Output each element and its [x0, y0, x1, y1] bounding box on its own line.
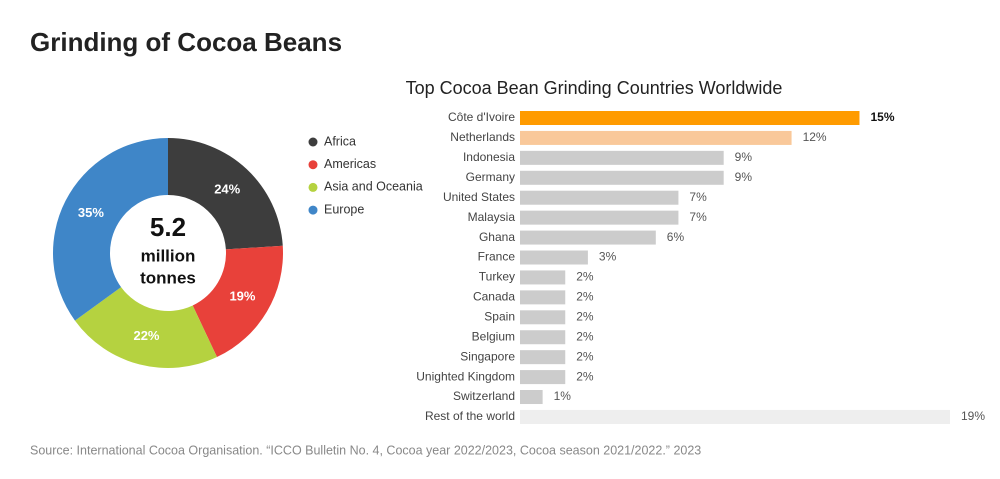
value-label: 2% — [576, 270, 594, 284]
value-label: 7% — [689, 210, 707, 224]
value-label: 15% — [870, 110, 894, 124]
y-tick-label: Germany — [466, 170, 515, 184]
y-tick-label: Belgium — [472, 329, 515, 343]
slice-label: 35% — [78, 205, 104, 220]
y-tick-label: Rest of the world — [425, 409, 515, 423]
value-label: 1% — [554, 389, 572, 403]
bar — [520, 210, 679, 225]
legend-swatch — [308, 182, 318, 192]
legend-swatch — [308, 160, 318, 170]
y-tick-label: Unighted Kingdom — [416, 369, 515, 383]
value-label: 12% — [803, 130, 827, 144]
bar — [520, 111, 860, 125]
value-label: 2% — [576, 309, 594, 323]
value-label: 9% — [735, 170, 753, 184]
bar — [520, 150, 724, 165]
source-note: Source: International Cocoa Organisation… — [30, 443, 701, 457]
bar — [520, 370, 566, 385]
center-value: 5.2 — [150, 212, 186, 242]
bar — [520, 250, 588, 265]
bar — [520, 270, 566, 285]
slice-label: 19% — [229, 288, 255, 303]
slice-label: 24% — [214, 181, 240, 196]
legend-label: Asia and Oceania — [324, 180, 423, 194]
legend-label: Africa — [324, 134, 356, 148]
y-tick-label: Spain — [484, 309, 515, 323]
bar — [520, 130, 792, 145]
pie-slice — [52, 138, 168, 321]
value-label: 2% — [576, 369, 594, 383]
bar-title: Top Cocoa Bean Grinding Countries Worldw… — [406, 78, 783, 98]
value-label: 6% — [667, 230, 685, 244]
value-label: 19% — [961, 409, 985, 423]
bar — [520, 290, 566, 305]
bar — [520, 409, 950, 424]
value-label: 3% — [599, 250, 617, 264]
y-tick-label: Turkey — [479, 270, 515, 284]
value-label: 7% — [689, 190, 707, 204]
y-tick-label: Netherlands — [450, 130, 515, 144]
y-tick-label: Côte d'Ivoire — [448, 110, 515, 124]
bar — [520, 350, 566, 365]
legend-swatch — [308, 205, 318, 215]
bar — [520, 230, 656, 245]
bar — [520, 310, 566, 325]
value-label: 2% — [576, 349, 594, 363]
center-unit: million — [141, 246, 196, 265]
pie-slice — [192, 245, 283, 358]
value-label: 9% — [735, 150, 753, 164]
bar — [520, 170, 724, 185]
y-tick-label: Switzerland — [453, 389, 515, 403]
slice-label: 22% — [133, 328, 159, 343]
center-unit: tonnes — [140, 268, 196, 287]
y-tick-label: Singapore — [460, 349, 515, 363]
legend-swatch — [308, 137, 318, 147]
y-tick-label: Indonesia — [463, 150, 515, 164]
page-title: Grinding of Cocoa Beans — [30, 27, 342, 57]
y-tick-label: France — [478, 250, 516, 264]
pie-slice — [74, 287, 217, 368]
legend-label: Americas — [324, 157, 376, 171]
y-tick-label: United States — [443, 190, 515, 204]
value-label: 2% — [576, 329, 594, 343]
bar — [520, 190, 679, 205]
value-label: 2% — [576, 290, 594, 304]
legend-label: Europe — [324, 202, 364, 216]
bar — [520, 330, 566, 345]
y-tick-label: Canada — [473, 290, 515, 304]
bar — [520, 390, 543, 405]
y-tick-label: Malaysia — [468, 210, 516, 224]
pie-slice — [168, 138, 283, 250]
y-tick-label: Ghana — [479, 230, 515, 244]
